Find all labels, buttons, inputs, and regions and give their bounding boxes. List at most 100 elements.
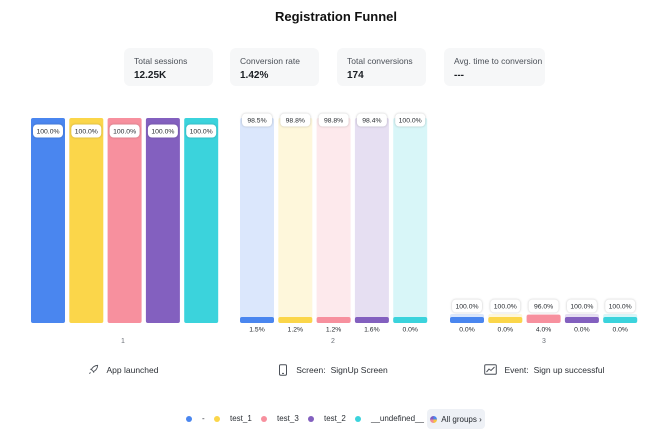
bar-value-label: 100.0%: [75, 128, 98, 135]
value-label-bg: [318, 113, 349, 127]
legend-dot: [186, 415, 192, 422]
value-label-bg: [71, 124, 102, 138]
bar-value-label: 100.0%: [36, 128, 59, 135]
funnel-bar: [69, 118, 104, 323]
bar-value-label: 4.0%: [536, 327, 552, 334]
step-name: Sign up successful: [533, 364, 605, 375]
step-label[interactable]: App launched: [88, 364, 159, 375]
bar-value-label: 1.6%: [364, 327, 380, 334]
bar-value-label: 100.0%: [190, 128, 213, 135]
funnel-bar: [107, 118, 142, 323]
step-number: 1: [121, 338, 125, 345]
legend-label: test_2: [324, 414, 346, 423]
dropoff-value-label: 100.0%: [570, 303, 593, 310]
dropoff-bar: [316, 118, 351, 323]
stat-total-conversions: Total conversions 174: [337, 48, 426, 86]
value-label-bg: [242, 113, 272, 127]
funnel-bar: [354, 317, 389, 323]
bar-value-label: 100.0%: [113, 128, 136, 135]
value-label-bg: [33, 124, 63, 138]
value-label-bg: [452, 299, 482, 313]
legend-label: test_1: [230, 414, 252, 423]
funnel-bar: [240, 317, 274, 323]
stat-total-sessions: Total sessions 12.25K: [124, 48, 213, 86]
stat-value: 1.42%: [240, 70, 269, 81]
funnel-step-1: 1 App launched: [60, 338, 186, 375]
legend-dot: [214, 415, 220, 422]
value-label-bg: [186, 124, 217, 138]
stat-label: Avg. time to conversion: [454, 56, 543, 66]
funnel-bar: [564, 317, 599, 323]
step-name: App launched: [106, 364, 159, 375]
bar-value-label: 0.0%: [574, 327, 590, 334]
funnel-bar: [526, 314, 561, 323]
stat-label: Conversion rate: [240, 56, 301, 66]
value-label-bg: [605, 299, 636, 313]
dropoff-bar: [240, 118, 274, 323]
stat-value: 12.25K: [134, 70, 167, 81]
trend-chart-icon: [483, 364, 497, 375]
stat-avg-time-to-conversion: Avg. time to conversion ---: [444, 48, 545, 86]
legend-item[interactable]: test_1: [214, 414, 252, 423]
funnel-bar: [603, 317, 638, 323]
value-label-bg: [395, 113, 426, 127]
dropoff-value-label: 98.8%: [286, 117, 305, 124]
legend-label: -: [202, 414, 205, 423]
value-label-bg: [356, 113, 387, 127]
value-label-bg: [109, 124, 140, 138]
legend-label: test_3: [277, 414, 299, 423]
all-groups-label: All groups ›: [441, 414, 482, 424]
dropoff-value-label: 98.8%: [324, 117, 343, 124]
value-label-bg: [490, 299, 521, 313]
funnel-bar: [145, 118, 180, 323]
dropoff-bar: [354, 118, 389, 323]
step-name: SignUp Screen: [330, 365, 388, 375]
dropoff-value-label: 96.0%: [534, 303, 553, 310]
all-groups-button[interactable]: All groups ›: [427, 409, 485, 429]
value-label-bg: [528, 299, 559, 313]
bar-value-label: 1.2%: [288, 327, 304, 334]
step-label[interactable]: Screen: SignUp Screen: [278, 364, 388, 376]
legend-item[interactable]: test_2: [308, 414, 346, 423]
bar-value-label: 0.0%: [612, 327, 628, 334]
value-label-bg: [147, 124, 178, 138]
step-kind: Screen:: [296, 365, 326, 375]
bar-value-label: 0.0%: [498, 327, 514, 334]
step-kind: Event:: [504, 364, 529, 375]
bar-value-label: 1.5%: [249, 327, 265, 334]
funnel-bar: [450, 317, 484, 323]
funnel-bar: [278, 317, 313, 323]
dropoff-value-label: 100.0%: [455, 303, 478, 310]
funnel-step-3: 3 Event: Sign up successful: [467, 338, 621, 375]
legend: - test_1 test_3 test_2 __undefined__ All…: [0, 409, 672, 431]
dropoff-value-label: 100.0%: [494, 303, 517, 310]
legend-dot: [261, 415, 267, 422]
step-label[interactable]: Event: Sign up successful: [483, 364, 605, 375]
phone-icon: [279, 364, 288, 376]
legend-dot: [355, 415, 361, 422]
dropoff-bar: [393, 118, 428, 323]
bar-value-label: 0.0%: [459, 327, 475, 334]
stat-value: 174: [347, 70, 364, 81]
stat-conversion-rate: Conversion rate 1.42%: [230, 48, 319, 86]
legend-dot: [308, 415, 314, 422]
legend-item[interactable]: -: [186, 414, 205, 423]
pie-icon: [430, 415, 438, 423]
step-number: 2: [331, 338, 335, 345]
rocket-icon: [88, 364, 98, 374]
funnel-step-2: 2 Screen: SignUp Screen: [270, 338, 396, 376]
legend-item[interactable]: __undefined__: [355, 414, 424, 423]
legend-item[interactable]: test_3: [261, 414, 299, 423]
funnel-bar: [31, 118, 65, 323]
dropoff-value-label: 100.0%: [609, 303, 632, 310]
funnel-bar: [488, 317, 523, 323]
dropoff-value-label: 98.5%: [247, 117, 266, 124]
funnel-bar: [393, 317, 428, 323]
dropoff-value-label: 100.0%: [399, 117, 422, 124]
value-label-bg: [566, 299, 597, 313]
dropoff-bar: [278, 118, 313, 323]
funnel-bar: [316, 317, 351, 323]
dropoff-value-label: 98.4%: [362, 117, 381, 124]
chart-title: Registration Funnel: [274, 9, 398, 24]
step-number: 3: [542, 338, 546, 345]
